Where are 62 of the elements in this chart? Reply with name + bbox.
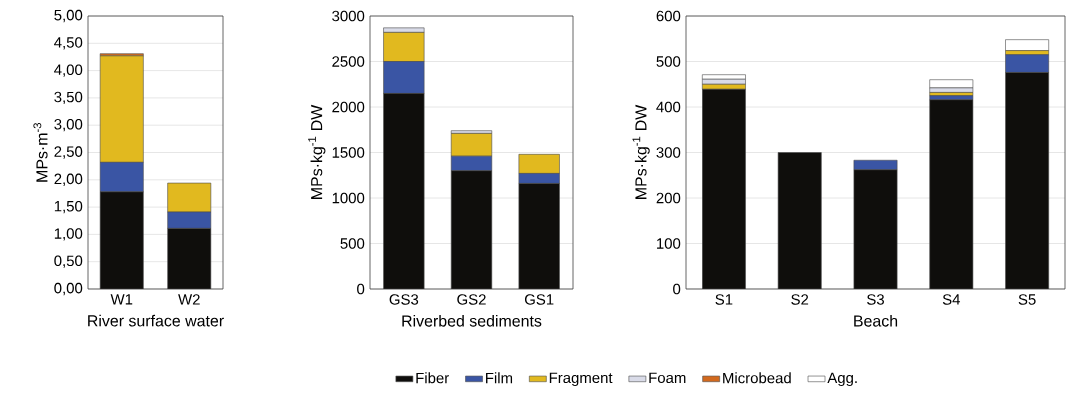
x-axis-title: River surface water <box>88 314 224 327</box>
x-tick-label: W2 <box>178 294 200 305</box>
x-tick-label: S2 <box>791 294 809 305</box>
bar <box>167 228 212 289</box>
y-tick-label: 600 <box>656 10 681 22</box>
bar <box>929 99 974 289</box>
y-axis-title: MPs·m$^{-3}$ <box>33 123 48 182</box>
y-tick-label: 0 <box>357 283 365 295</box>
bar <box>702 88 746 289</box>
y-tick-label: 4,00 <box>54 64 83 77</box>
y-tick-label: 200 <box>656 192 681 204</box>
bar <box>853 159 898 171</box>
x-axis-title: Riverbed sediments <box>402 314 542 327</box>
y-tick-label: 1000 <box>332 192 365 204</box>
x-tick-label: GS2 <box>457 294 486 305</box>
bar <box>929 79 974 89</box>
bar <box>1005 39 1050 51</box>
x-tick-label: GS1 <box>524 294 554 305</box>
x-tick-label: W1 <box>110 294 133 305</box>
x-tick-label: S3 <box>867 294 884 305</box>
legend-label: Agg. <box>827 372 857 386</box>
y-tick-label: 1,50 <box>54 200 83 214</box>
x-tick-label: S1 <box>715 294 733 305</box>
x-tick-label: S4 <box>942 294 961 305</box>
y-axis-title: MPs·kg$^{-1}$ DW <box>632 104 650 199</box>
x-axis-title: Beach <box>854 314 898 327</box>
bar <box>777 152 822 289</box>
bar <box>702 78 746 85</box>
y-tick-label: 3000 <box>332 10 365 22</box>
bar <box>702 74 746 80</box>
y-tick-label: 100 <box>657 238 681 249</box>
bar <box>518 183 560 289</box>
y-tick-label: 5,00 <box>54 9 83 23</box>
legend-label: Fragment <box>549 372 613 386</box>
y-tick-label: 0,50 <box>54 255 83 268</box>
y-tick-label: 3,00 <box>54 119 83 132</box>
y-tick-label: 300 <box>656 147 681 158</box>
y-tick-label: 4,50 <box>54 37 83 50</box>
y-tick-label: 400 <box>656 101 681 113</box>
legend-label: Fiber <box>416 372 449 384</box>
y-tick-label: 500 <box>656 56 681 67</box>
y-tick-label: 1,00 <box>54 228 83 241</box>
bar <box>450 170 493 289</box>
y-tick-label: 2,00 <box>54 173 83 186</box>
bar <box>383 93 425 289</box>
y-tick-label: 0 <box>673 283 681 295</box>
y-tick-label: 1500 <box>332 147 365 158</box>
x-tick-label: GS3 <box>389 294 419 305</box>
legend-label: Film <box>486 372 513 384</box>
y-tick-label: 2500 <box>332 56 365 67</box>
y-tick-label: 3,50 <box>54 91 83 105</box>
bar <box>99 191 144 289</box>
legend-label: Microbead <box>723 372 791 384</box>
y-axis-title: MPs·kg$^{-1}$ DW <box>308 104 326 199</box>
y-tick-label: 2000 <box>332 101 365 113</box>
bar <box>1005 72 1050 289</box>
y-tick-label: 500 <box>340 238 365 249</box>
x-tick-label: S5 <box>1018 294 1036 305</box>
bar <box>853 169 898 289</box>
y-tick-label: 0,00 <box>54 282 83 296</box>
legend-label: Foam <box>649 372 686 384</box>
y-tick-label: 2,50 <box>54 146 83 159</box>
